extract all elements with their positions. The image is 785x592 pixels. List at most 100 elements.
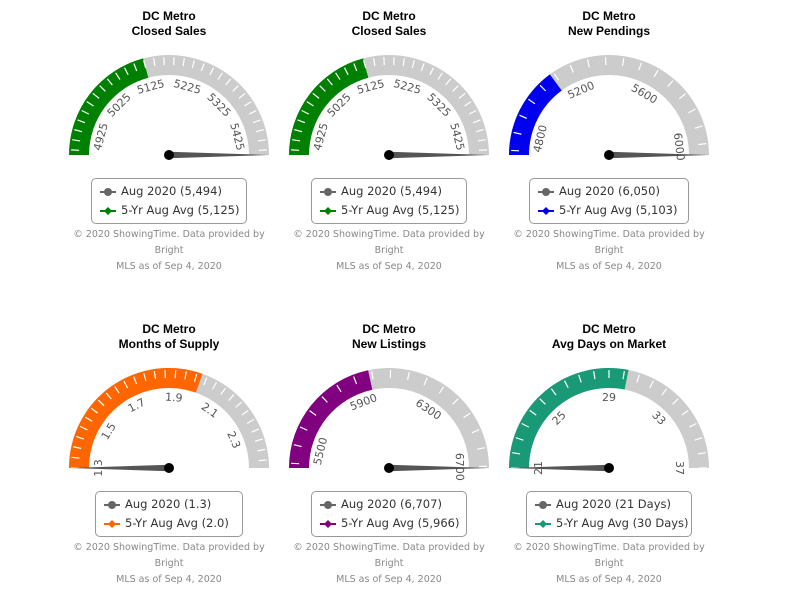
gauge-average-band <box>69 58 149 155</box>
gauge-tick <box>143 60 147 69</box>
diamond-marker-icon <box>100 206 116 215</box>
legend-item-current[interactable]: Aug 2020 (5,494) <box>100 182 238 201</box>
gauge-average-band <box>289 58 369 155</box>
gauge-tick <box>512 452 521 455</box>
legend-item-average[interactable]: 5-Yr Aug Avg (5,125) <box>100 201 240 220</box>
gauge-tick <box>73 446 82 450</box>
gauge-tick <box>225 78 232 86</box>
legend-item-average[interactable]: 5-Yr Aug Avg (5,125) <box>320 201 459 220</box>
gauge-tick <box>411 60 415 69</box>
gauge-tick <box>297 119 306 124</box>
gauge-chart: 2125293337 <box>509 367 709 475</box>
credit-text: © 2020 ShowingTime. Data provided by Bri… <box>499 227 719 275</box>
chart-title-line2: Closed Sales <box>131 24 207 38</box>
credit-line1: © 2020 ShowingTime. Data provided by Bri… <box>293 229 485 256</box>
chart-title-line1: DC Metro <box>362 322 416 336</box>
legend-label: 5-Yr Aug Avg (30 Days) <box>556 516 689 530</box>
gauge-pivot <box>384 463 394 473</box>
legend-item-current[interactable]: Aug 2020 (21 Days) <box>535 495 683 514</box>
gauge-tick <box>193 373 198 382</box>
gauge-tick <box>244 101 252 107</box>
legend-item-current[interactable]: Aug 2020 (5,494) <box>320 182 458 201</box>
gauge-tick <box>92 92 100 99</box>
legend-item-average[interactable]: 5-Yr Aug Avg (2.0) <box>104 514 234 533</box>
gauge-tick-label: 1.9 <box>165 391 183 405</box>
legend-item-current[interactable]: Aug 2020 (6,707) <box>320 495 458 514</box>
gauge-tick <box>371 371 374 380</box>
legend-label: 5-Yr Aug Avg (5,966) <box>341 516 460 530</box>
gauge-tick <box>153 371 157 380</box>
gauge-tick <box>294 129 303 133</box>
gauge-panel: DC Metro New Listings 5500 5900 6300 6700 Aug … <box>279 313 499 585</box>
diamond-marker-icon <box>535 519 551 528</box>
gauge-tick <box>445 78 452 86</box>
legend-item-average[interactable]: 5-Yr Aug Avg (5,966) <box>320 514 460 533</box>
gauge-tick <box>529 409 537 416</box>
gauge-tick <box>698 143 707 146</box>
gauge-tick <box>353 63 358 72</box>
gauge-tick <box>452 398 459 405</box>
chart-title-line1: DC Metro <box>582 9 636 23</box>
gauge-tick <box>217 72 223 80</box>
gauge-tick <box>649 380 655 389</box>
credit-text: © 2020 ShowingTime. Data provided by Bri… <box>499 540 719 588</box>
legend-label: Aug 2020 (21 Days) <box>556 497 671 511</box>
gauge-tick <box>252 119 261 124</box>
gauge-needle <box>69 464 169 472</box>
gauge-tick <box>299 426 308 431</box>
credit-text: © 2020 ShowingTime. Data provided by Bri… <box>279 227 499 275</box>
gauge-tick <box>238 92 246 99</box>
credit-text: © 2020 ShowingTime. Data provided by Bri… <box>59 540 279 588</box>
gauge-tick <box>519 114 528 119</box>
legend-item-average[interactable]: 5-Yr Aug Avg (5,103) <box>538 201 680 220</box>
legend-item-average[interactable]: 5-Yr Aug Avg (30 Days) <box>535 514 689 533</box>
gauge-pivot <box>604 463 614 473</box>
chart-legend: Aug 2020 (1.3) 5-Yr Aug Avg (2.0) <box>95 491 243 537</box>
legend-item-current[interactable]: Aug 2020 (1.3) <box>104 495 234 514</box>
gauge-tick <box>184 371 187 380</box>
gauge-tick <box>86 101 94 107</box>
gauge-needle <box>509 464 609 472</box>
gauge-tick <box>312 92 320 99</box>
gauge-tick <box>241 409 249 416</box>
gauge-tick <box>235 401 242 408</box>
diamond-marker-icon <box>320 206 336 215</box>
gauge-tick <box>258 459 267 462</box>
gauge-tick <box>468 109 477 115</box>
gauge-tick <box>81 109 90 115</box>
legend-label: 5-Yr Aug Avg (5,125) <box>121 203 240 217</box>
circle-marker-icon <box>100 187 116 196</box>
gauge-tick <box>335 72 341 80</box>
gauge-tick <box>326 78 333 86</box>
chart-legend: Aug 2020 (6,050) 5-Yr Aug Avg (5,103) <box>529 178 689 224</box>
gauge-tick <box>681 409 689 416</box>
gauge-average-band <box>509 367 629 468</box>
circle-marker-icon <box>320 500 336 509</box>
gauge-tick <box>209 67 215 76</box>
gauge-tick <box>471 429 480 434</box>
chart-title-line2: New Listings <box>351 337 426 351</box>
gauge-average-band <box>289 370 373 468</box>
gauge-tick <box>153 58 156 67</box>
gauge-tick <box>90 407 99 414</box>
gauge-tick <box>79 425 88 431</box>
legend-label: Aug 2020 (6,707) <box>341 497 442 511</box>
gauge-pivot <box>384 150 394 160</box>
gauge-tick-label: 6700 <box>453 453 466 481</box>
gauge-needle <box>609 151 709 159</box>
gauge-tick-label: 29 <box>602 391 616 404</box>
gauge-tick <box>515 437 524 441</box>
legend-label: Aug 2020 (1.3) <box>125 497 212 511</box>
gauge-tick <box>203 377 208 386</box>
chart-legend: Aug 2020 (5,494) 5-Yr Aug Avg (5,125) <box>91 178 247 224</box>
chart-title-line2: Months of Supply <box>118 337 220 351</box>
credit-line2: MLS as of Sep 4, 2020 <box>116 574 222 585</box>
gauge-tick <box>77 119 86 124</box>
diamond-marker-icon <box>320 519 336 528</box>
diamond-marker-icon <box>538 206 554 215</box>
legend-item-current[interactable]: Aug 2020 (6,050) <box>538 182 680 201</box>
gauge-tick <box>257 448 266 452</box>
chart-legend: Aug 2020 (5,494) 5-Yr Aug Avg (5,125) <box>311 178 467 224</box>
credit-line2: MLS as of Sep 4, 2020 <box>556 261 662 272</box>
